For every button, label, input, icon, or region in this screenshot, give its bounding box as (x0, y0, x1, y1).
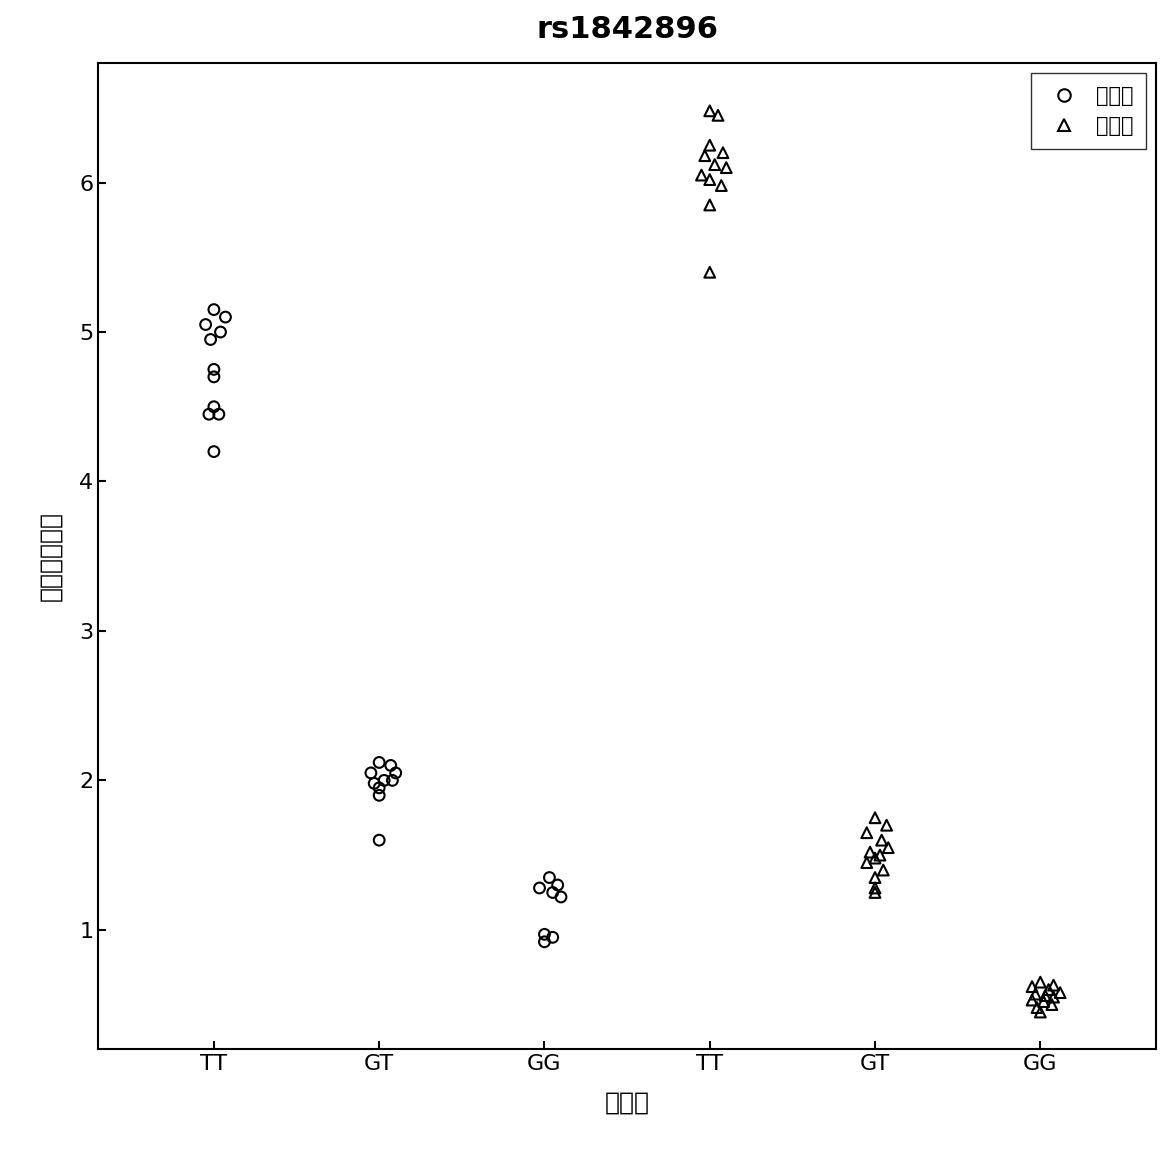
Point (1030, 973, 1049, 992)
Point (1030, 1003, 1049, 1022)
Point (857, 853, 876, 872)
Point (370, 786, 389, 805)
Legend: 优化前, 优化后: 优化前, 优化后 (1030, 74, 1145, 149)
Point (535, 933, 554, 951)
Title: rs1842896: rs1842896 (536, 15, 718, 44)
Point (205, 443, 224, 461)
Point (205, 301, 224, 319)
Point (1036, 986, 1055, 1004)
Point (210, 405, 228, 423)
Point (382, 756, 400, 775)
Point (700, 136, 719, 155)
Point (717, 158, 735, 176)
Point (877, 816, 896, 835)
Point (865, 879, 884, 897)
Point (386, 763, 405, 782)
Point (205, 360, 224, 378)
Point (865, 849, 884, 867)
Point (700, 171, 719, 189)
Point (1026, 985, 1045, 1003)
Point (1039, 980, 1057, 998)
Point (692, 166, 711, 184)
Point (530, 879, 549, 897)
Point (552, 888, 570, 906)
Point (872, 831, 891, 850)
Point (1045, 975, 1063, 994)
Point (383, 771, 402, 790)
Point (535, 925, 554, 943)
Point (861, 843, 879, 861)
Point (865, 883, 884, 902)
Point (365, 774, 384, 792)
Point (712, 176, 731, 195)
Point (1022, 978, 1041, 996)
Point (362, 763, 381, 782)
X-axis label: 基因型: 基因型 (604, 1091, 650, 1115)
Point (1028, 998, 1047, 1017)
Point (857, 823, 876, 842)
Point (543, 883, 562, 902)
Point (879, 838, 898, 857)
Point (217, 308, 235, 326)
Point (865, 808, 884, 827)
Point (370, 831, 389, 850)
Point (708, 106, 727, 125)
Point (543, 928, 562, 947)
Point (696, 146, 714, 165)
Point (1022, 990, 1041, 1009)
Point (201, 330, 220, 348)
Point (1045, 988, 1063, 1007)
Point (1034, 993, 1053, 1011)
Point (370, 778, 389, 797)
Point (205, 368, 224, 386)
Point (705, 156, 724, 174)
Point (1050, 984, 1069, 1002)
Point (700, 263, 719, 281)
Point (375, 771, 393, 790)
Point (205, 398, 224, 416)
Point (1042, 995, 1061, 1013)
Point (197, 315, 215, 333)
Point (370, 753, 389, 771)
Point (713, 143, 732, 161)
Point (211, 323, 230, 341)
Point (874, 861, 892, 880)
Point (700, 101, 719, 120)
Point (540, 868, 559, 887)
Point (700, 196, 719, 214)
Point (199, 405, 218, 423)
Point (870, 846, 889, 865)
Y-axis label: 探针信号比値: 探针信号比値 (39, 511, 62, 601)
Point (548, 876, 567, 895)
Point (865, 868, 884, 887)
